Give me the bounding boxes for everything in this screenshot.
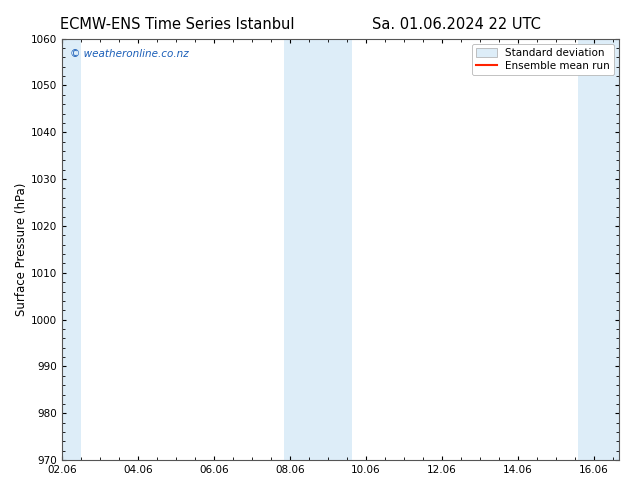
Bar	[284, 39, 353, 460]
Y-axis label: Surface Pressure (hPa): Surface Pressure (hPa)	[15, 183, 28, 316]
Legend: Standard deviation, Ensemble mean run: Standard deviation, Ensemble mean run	[472, 44, 614, 75]
Text: ECMW-ENS Time Series Istanbul: ECMW-ENS Time Series Istanbul	[60, 17, 295, 32]
Text: © weatheronline.co.nz: © weatheronline.co.nz	[70, 49, 189, 59]
Bar	[62, 39, 81, 460]
Text: Sa. 01.06.2024 22 UTC: Sa. 01.06.2024 22 UTC	[372, 17, 541, 32]
Bar	[578, 39, 619, 460]
